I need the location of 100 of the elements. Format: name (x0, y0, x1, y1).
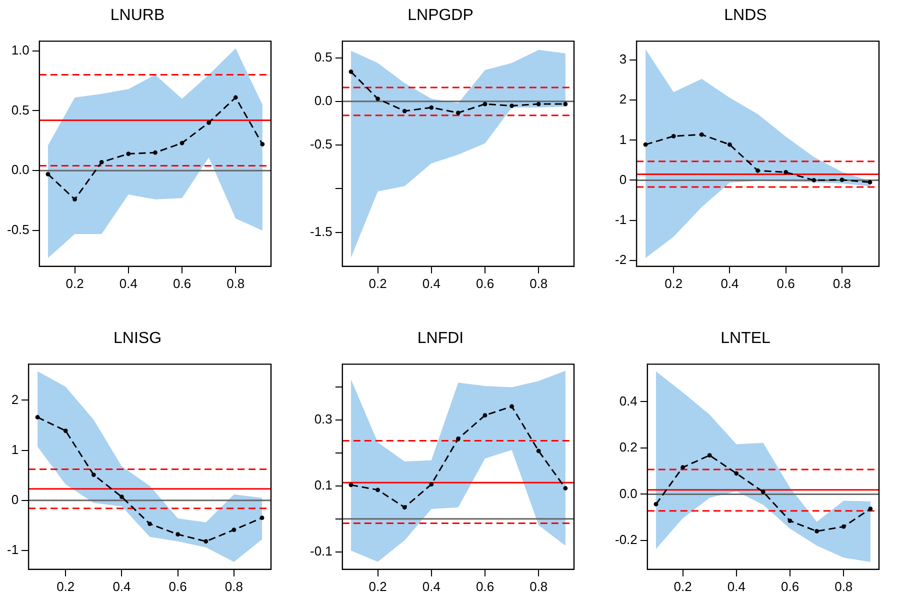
y-tick-label: 1 (619, 132, 627, 147)
x-tick-label: 0.8 (530, 578, 548, 594)
y-tick-label: -1.5 (310, 224, 332, 239)
point (868, 506, 873, 511)
point (91, 472, 96, 478)
x-tick-label: 0.8 (226, 276, 245, 291)
point (348, 70, 354, 74)
x-tick-label: 0.8 (832, 276, 851, 291)
point (707, 453, 712, 458)
y-tick-label: 1 (11, 442, 19, 457)
x-tick-label: 0.6 (172, 276, 192, 291)
point (536, 102, 541, 106)
y-tick-label: 3 (619, 52, 627, 67)
x-tick-label: 0.8 (834, 578, 853, 594)
chart-title: LNISG (113, 330, 162, 348)
point (72, 197, 77, 202)
y-tick-label: 0.5 (11, 102, 30, 118)
y-tick-label: 0.3 (314, 412, 332, 427)
point (456, 110, 460, 115)
point (376, 96, 380, 102)
y-tick-label: -1 (6, 542, 19, 557)
y-tick-label: 0.2 (619, 440, 638, 455)
y-tick-label: -0.1 (310, 543, 332, 558)
point (841, 524, 846, 529)
point (563, 486, 568, 490)
x-tick-label: 0.4 (422, 276, 440, 291)
point (563, 102, 568, 106)
point (728, 142, 732, 147)
y-tick-label: -2 (614, 252, 627, 267)
y-tick-label: 2 (11, 392, 19, 407)
x-tick-label: 0.8 (224, 578, 243, 594)
point (126, 152, 131, 156)
x-tick-label: 0.2 (368, 578, 387, 594)
point (176, 532, 180, 537)
x-tick-label: 0.2 (368, 276, 387, 291)
y-tick-label: 1.0 (11, 42, 30, 58)
point (812, 178, 816, 182)
x-tick-label: 0.4 (720, 276, 739, 291)
y-tick-label: 0.5 (314, 49, 332, 64)
x-tick-label: 0.6 (476, 276, 494, 291)
point (180, 140, 184, 146)
point (402, 108, 407, 114)
y-tick-label: 2 (619, 92, 627, 107)
y-tick-label: -0.5 (310, 136, 332, 152)
y-tick-label: 0.0 (314, 93, 332, 108)
point (482, 102, 488, 106)
point (260, 516, 264, 520)
x-tick-label: 0.8 (530, 276, 548, 291)
point (734, 471, 739, 476)
x-tick-label: 0.2 (66, 276, 84, 291)
y-tick-label: -0.2 (614, 532, 638, 548)
y-tick-label: 0.0 (11, 162, 30, 178)
y-tick-label: 0.1 (314, 478, 332, 493)
point (429, 105, 434, 110)
y-tick-label: 0.4 (619, 393, 638, 408)
point (148, 522, 152, 526)
x-tick-label: 0.6 (780, 578, 800, 594)
point (233, 95, 238, 100)
chart-title: LNDS (724, 7, 767, 24)
y-tick-label: 0.0 (619, 486, 638, 501)
x-tick-label: 0.4 (112, 578, 131, 594)
point (376, 488, 380, 492)
point (671, 134, 676, 138)
point (35, 415, 40, 420)
point (510, 404, 514, 409)
point (99, 160, 104, 164)
point (348, 482, 354, 488)
point (761, 490, 766, 494)
point (153, 150, 158, 155)
x-tick-label: 0.6 (776, 276, 795, 291)
x-tick-label: 0.4 (119, 276, 138, 291)
chart-title: LNTEL (720, 330, 770, 348)
y-tick-label: 0 (11, 492, 19, 507)
point (840, 178, 844, 182)
point (204, 539, 208, 544)
point (510, 104, 514, 108)
point (654, 502, 658, 506)
point (206, 120, 212, 125)
point (232, 528, 236, 532)
point (260, 142, 265, 146)
x-tick-label: 0.2 (56, 578, 75, 594)
point (643, 142, 648, 147)
y-tick-label: -0.5 (6, 222, 30, 238)
point (680, 465, 685, 470)
x-tick-label: 0.6 (168, 578, 187, 594)
point (456, 436, 460, 441)
point (868, 180, 872, 184)
x-tick-label: 0.4 (422, 578, 440, 594)
x-tick-label: 0.2 (664, 276, 683, 291)
point (482, 413, 488, 418)
x-tick-label: 0.4 (727, 578, 746, 594)
point (814, 529, 820, 534)
point (46, 172, 50, 176)
x-tick-label: 0.6 (476, 578, 494, 594)
y-tick-label: 0 (619, 172, 627, 187)
point (756, 168, 760, 173)
point (788, 518, 792, 524)
point (536, 448, 541, 454)
point (63, 428, 68, 433)
point (402, 505, 407, 510)
